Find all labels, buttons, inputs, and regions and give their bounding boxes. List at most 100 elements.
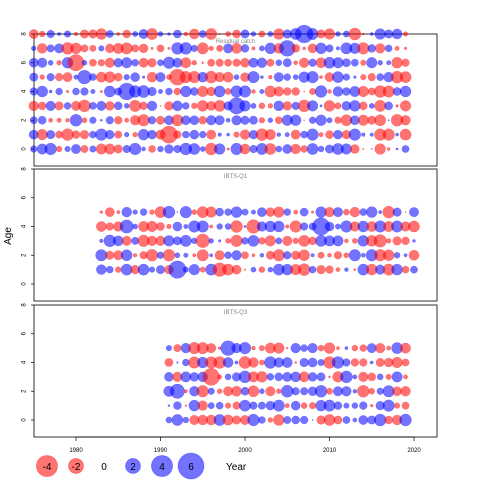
- bubble-point: [146, 100, 158, 112]
- bubble-point: [54, 101, 64, 111]
- bubble-point: [31, 45, 37, 52]
- bubble-point: [258, 237, 266, 245]
- bubble-point: [195, 233, 210, 248]
- bubble-point: [357, 384, 370, 398]
- bubble-point: [391, 371, 403, 383]
- bubble-point: [78, 99, 91, 113]
- panel-title: IBTS-Q1: [224, 174, 248, 180]
- bubble-point: [206, 129, 217, 140]
- bubble-point: [326, 387, 333, 395]
- bubble-point: [180, 57, 192, 69]
- bubble-point: [104, 57, 115, 68]
- bubble-point: [188, 28, 200, 40]
- bubble-point: [171, 414, 184, 426]
- bubble-point: [401, 145, 410, 153]
- bubble-point: [344, 267, 349, 272]
- bubble-point: [139, 208, 148, 216]
- bubble-point: [332, 207, 343, 218]
- bubble-point: [250, 102, 257, 109]
- bubble-point: [36, 43, 48, 54]
- bubble-point: [401, 265, 410, 274]
- bubble-point: [46, 44, 55, 53]
- bubble-point: [291, 415, 301, 425]
- bubble-point: [275, 59, 283, 67]
- bubble-point: [359, 401, 368, 410]
- bubble-point: [146, 220, 158, 233]
- bubble-point: [259, 252, 265, 258]
- x-tick-label: 2000: [238, 448, 252, 454]
- bubble-point: [247, 413, 260, 427]
- bubble-point: [403, 46, 408, 50]
- bubble-point: [214, 115, 225, 126]
- bubble-point: [172, 221, 183, 232]
- bubble-point: [224, 58, 233, 67]
- bubble-point: [289, 220, 302, 233]
- bubble-point: [342, 73, 351, 81]
- bubble-point: [225, 31, 232, 37]
- bubble-point: [332, 57, 344, 69]
- bubble-point: [141, 75, 146, 79]
- bubble-point: [132, 223, 139, 230]
- bubble-point: [267, 31, 274, 37]
- bubble-point: [276, 388, 282, 395]
- bubble-point: [216, 388, 223, 395]
- bubble-point: [232, 29, 241, 39]
- bubble-point: [369, 360, 374, 365]
- bubble-point: [327, 252, 332, 258]
- bubble-point: [37, 101, 47, 111]
- bubble-point: [314, 384, 328, 398]
- panel-2: IBTS-Q1 0 2 4 6 8: [22, 167, 438, 302]
- bubble-point: [268, 74, 273, 80]
- legend-label: 4: [159, 462, 165, 473]
- bubble-point: [241, 208, 249, 216]
- bubble-point: [349, 100, 361, 112]
- bubble-point: [217, 132, 222, 137]
- bubble-point: [332, 86, 344, 97]
- bubble-point: [70, 42, 82, 55]
- bubble-point: [224, 373, 232, 381]
- bubble-point: [300, 402, 308, 409]
- y-tick-label: 2: [22, 118, 28, 122]
- bubble-point: [248, 357, 259, 368]
- bubble-point: [207, 402, 215, 410]
- bubble-point: [300, 145, 308, 153]
- y-tick-label: 4: [22, 89, 28, 93]
- x-tick-label: 1980: [69, 448, 83, 454]
- bubble-point: [303, 90, 305, 93]
- bubble-point: [317, 251, 325, 259]
- bubble-point: [401, 358, 410, 367]
- bubble-point: [314, 85, 328, 98]
- bubble-point: [361, 32, 365, 36]
- bubble-point: [283, 251, 292, 260]
- bubble-point: [400, 342, 411, 354]
- bubble-point: [382, 399, 395, 412]
- y-tick-label: 8: [22, 167, 28, 171]
- bubble-point: [183, 252, 189, 258]
- bubble-point: [272, 414, 285, 426]
- bubble-point: [394, 402, 401, 409]
- y-tick-label: 2: [22, 253, 28, 257]
- bubble-point: [65, 118, 70, 123]
- bubble-point: [259, 88, 265, 95]
- bubble-point: [199, 146, 206, 152]
- bubble-point: [382, 128, 395, 141]
- bubble-point: [146, 28, 158, 40]
- bubble-point: [191, 209, 198, 215]
- bubble-point: [138, 57, 149, 68]
- bubble-point: [95, 221, 107, 232]
- bubble-point: [360, 74, 367, 81]
- bubble-point: [332, 71, 344, 83]
- bubble-point: [291, 387, 300, 396]
- bubble-point: [374, 114, 387, 127]
- bubble-point: [46, 73, 55, 82]
- bubble-point: [217, 374, 223, 380]
- bubble-point: [258, 359, 265, 366]
- bubble-point: [224, 402, 232, 409]
- bubble-point: [205, 206, 217, 218]
- bubble-point: [63, 102, 72, 110]
- bubble-point: [147, 116, 157, 125]
- bubble-point: [239, 129, 251, 140]
- bubble-point: [147, 129, 157, 140]
- y-tick-label: 4: [22, 360, 28, 364]
